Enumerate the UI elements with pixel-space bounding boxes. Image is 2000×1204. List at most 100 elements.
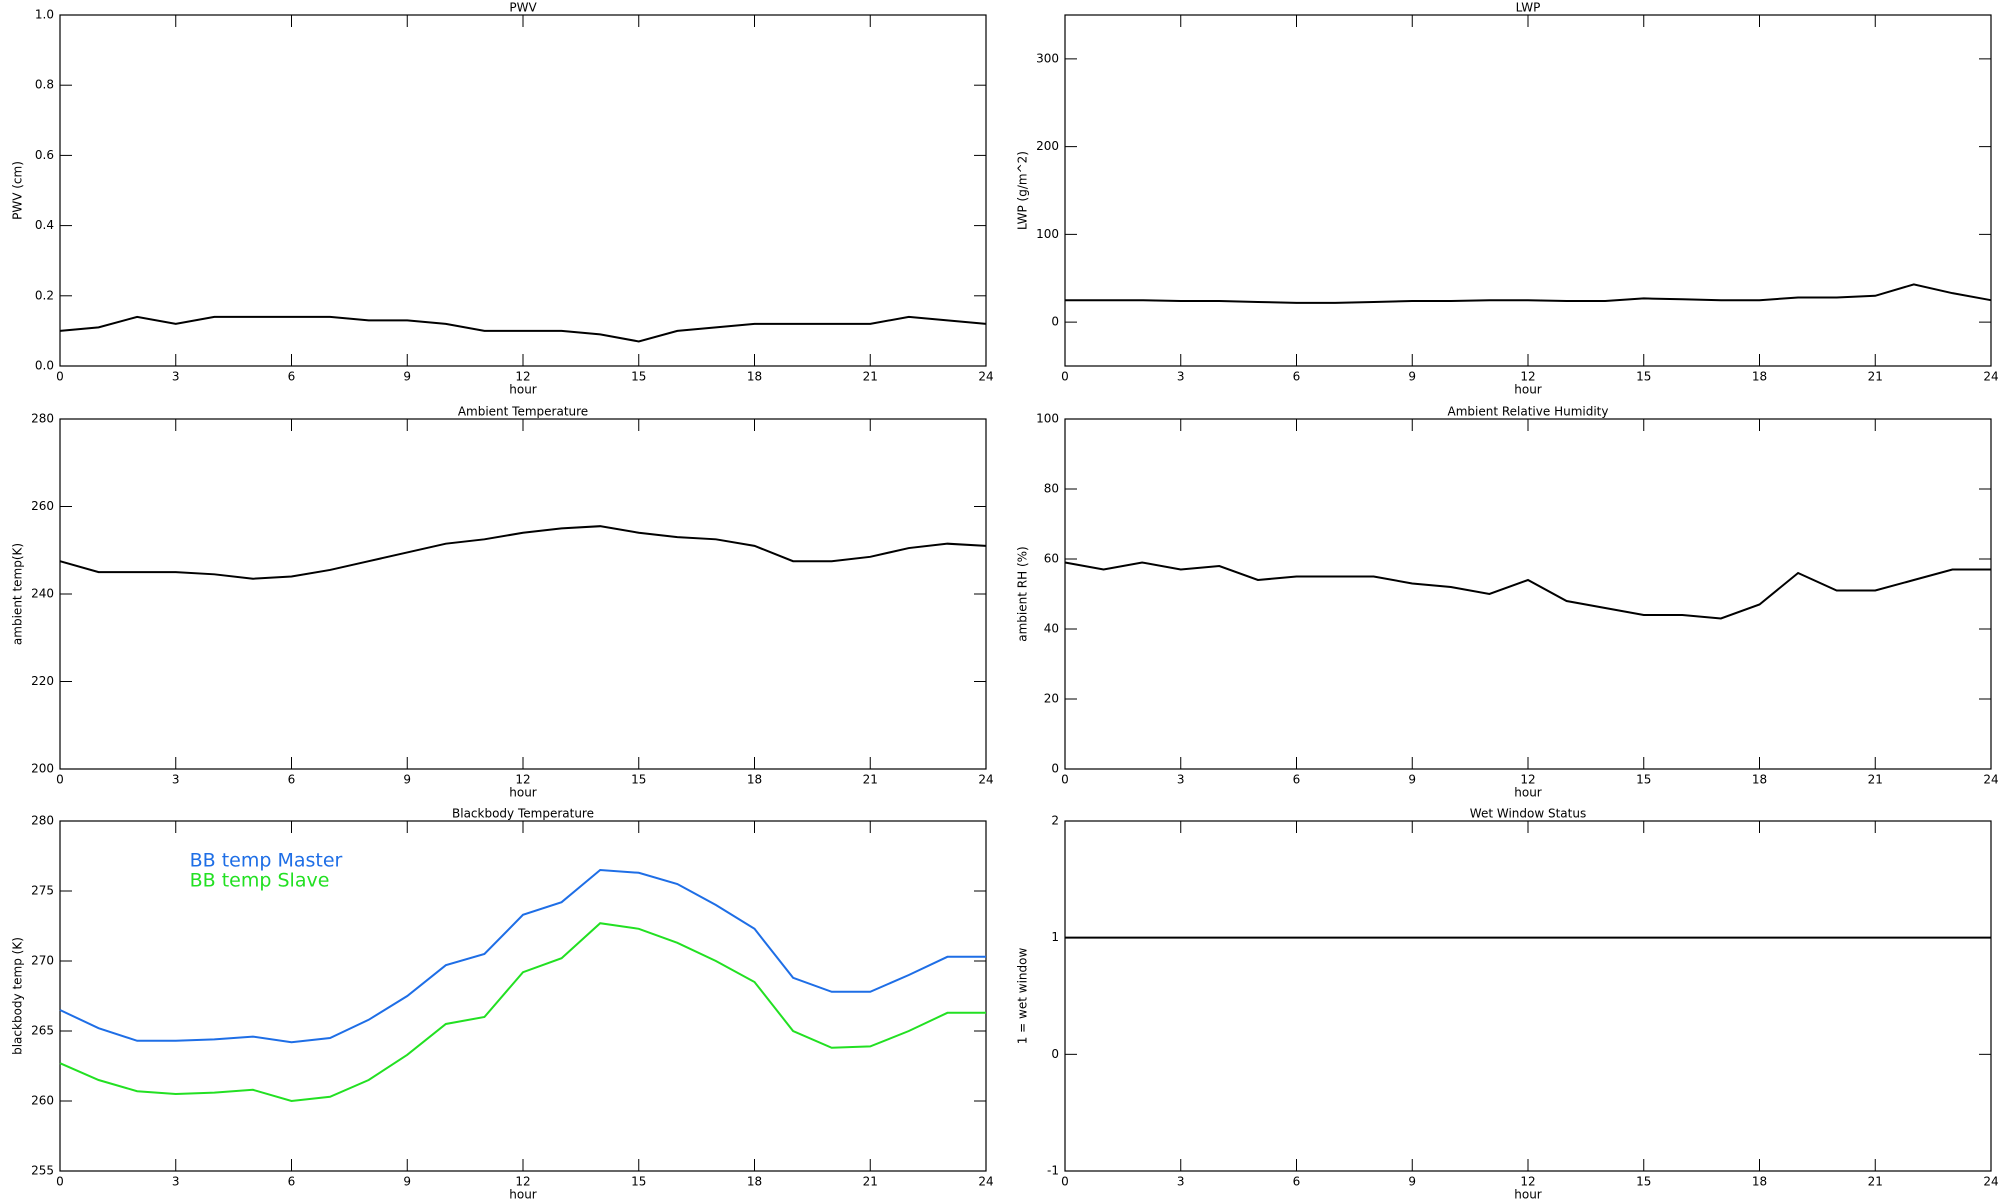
x-tick-label: 3	[172, 370, 180, 384]
x-tick-label: 15	[631, 773, 646, 787]
y-tick-label: 100	[1036, 412, 1059, 426]
x-tick-label: 6	[288, 1175, 296, 1189]
x-tick-label: 12	[515, 370, 530, 384]
y-axis-label: ambient RH (%)	[1016, 546, 1030, 641]
plot-frame	[1064, 820, 1992, 1172]
x-tick-label: 12	[1520, 773, 1535, 787]
y-tick-label: 0	[1051, 762, 1059, 776]
y-tick-label: 280	[31, 814, 54, 828]
x-tick-label: 6	[1293, 370, 1301, 384]
x-tick-label: 9	[1408, 370, 1416, 384]
y-tick-label: 0.0	[35, 359, 54, 373]
legend-entry: BB temp Slave	[190, 870, 330, 892]
x-tick-label: 24	[1983, 1175, 1998, 1189]
x-axis-label: hour	[509, 383, 537, 397]
plot-frame	[1064, 14, 1992, 367]
x-tick-label: 9	[1408, 1175, 1416, 1189]
y-axis-label: LWP (g/m^2)	[1016, 151, 1030, 230]
x-tick-label: 12	[1520, 1175, 1535, 1189]
x-tick-label: 24	[978, 1175, 993, 1189]
x-tick-label: 21	[1868, 370, 1883, 384]
y-tick-label: 240	[31, 587, 54, 601]
x-tick-label: 9	[403, 773, 411, 787]
y-tick-label: 2	[1051, 814, 1059, 828]
chart-title: LWP	[1516, 1, 1541, 15]
y-tick-label: 0	[1051, 315, 1059, 329]
x-tick-label: 0	[1061, 370, 1069, 384]
x-tick-label: 18	[747, 773, 762, 787]
data-line	[59, 525, 987, 580]
x-tick-label: 0	[1061, 773, 1069, 787]
data-line	[1065, 283, 1992, 304]
x-tick-label: 15	[1636, 773, 1651, 787]
x-tick-label: 21	[1868, 773, 1883, 787]
y-tick-label: 275	[31, 884, 54, 898]
x-tick-label: 0	[1061, 1175, 1069, 1189]
x-tick-label: 24	[978, 773, 993, 787]
x-tick-label: 6	[1293, 1175, 1301, 1189]
x-tick-label: 18	[747, 1175, 762, 1189]
x-tick-label: 0	[56, 773, 64, 787]
x-tick-label: 21	[863, 370, 878, 384]
x-tick-label: 9	[403, 1175, 411, 1189]
x-tick-label: 15	[1636, 370, 1651, 384]
y-tick-label: 0.6	[35, 148, 54, 162]
y-tick-label: 60	[1044, 552, 1059, 566]
x-tick-label: 18	[1752, 1175, 1767, 1189]
y-tick-label: 1.0	[35, 8, 54, 22]
x-tick-label: 9	[1408, 773, 1416, 787]
x-tick-label: 21	[863, 1175, 878, 1189]
y-axis-label: PWV (cm)	[11, 161, 25, 220]
y-axis-label: ambient temp(K)	[11, 543, 25, 645]
y-tick-label: 255	[31, 1164, 54, 1178]
x-tick-label: 3	[172, 1175, 180, 1189]
x-axis-label: hour	[509, 1188, 537, 1201]
x-tick-label: 3	[172, 773, 180, 787]
x-tick-label: 12	[1520, 370, 1535, 384]
y-axis-label: 1 = wet window	[1016, 948, 1030, 1045]
x-tick-label: 21	[863, 773, 878, 787]
x-tick-label: 24	[1983, 370, 1998, 384]
x-tick-label: 18	[1752, 773, 1767, 787]
x-tick-label: 15	[631, 1175, 646, 1189]
x-axis-label: hour	[1514, 786, 1542, 800]
y-tick-label: 100	[1036, 227, 1059, 241]
y-tick-label: 20	[1044, 692, 1059, 706]
x-tick-label: 24	[1983, 773, 1998, 787]
plot-frame	[1064, 418, 1992, 770]
x-tick-label: 3	[1177, 1175, 1185, 1189]
x-tick-label: 24	[978, 370, 993, 384]
x-tick-label: 6	[288, 773, 296, 787]
x-tick-label: 18	[747, 370, 762, 384]
x-axis-label: hour	[1514, 1188, 1542, 1201]
chart-title: PWV	[509, 1, 537, 15]
y-tick-label: 1	[1051, 930, 1059, 944]
x-tick-label: 3	[1177, 370, 1185, 384]
plot-frame	[59, 14, 987, 367]
y-tick-label: 265	[31, 1024, 54, 1038]
x-tick-label: 15	[1636, 1175, 1651, 1189]
y-tick-label: 260	[31, 499, 54, 513]
y-axis-label: blackbody temp (K)	[11, 937, 25, 1055]
y-tick-label: 200	[31, 762, 54, 776]
y-tick-label: 0.2	[35, 288, 54, 302]
y-tick-label: 300	[1036, 51, 1059, 65]
y-tick-label: 0.8	[35, 78, 54, 92]
x-tick-label: 9	[403, 370, 411, 384]
x-tick-label: 18	[1752, 370, 1767, 384]
data-line	[59, 315, 987, 343]
x-tick-label: 12	[515, 773, 530, 787]
legend-entry: BB temp Master	[190, 850, 343, 872]
y-tick-label: 280	[31, 412, 54, 426]
x-tick-label: 15	[631, 370, 646, 384]
chart-title: Ambient Relative Humidity	[1448, 405, 1609, 419]
x-tick-label: 6	[288, 370, 296, 384]
y-tick-label: 260	[31, 1094, 54, 1108]
y-tick-label: 220	[31, 674, 54, 688]
y-tick-label: -1	[1047, 1164, 1059, 1178]
x-tick-label: 6	[1293, 773, 1301, 787]
x-tick-label: 21	[1868, 1175, 1883, 1189]
x-tick-label: 3	[1177, 773, 1185, 787]
